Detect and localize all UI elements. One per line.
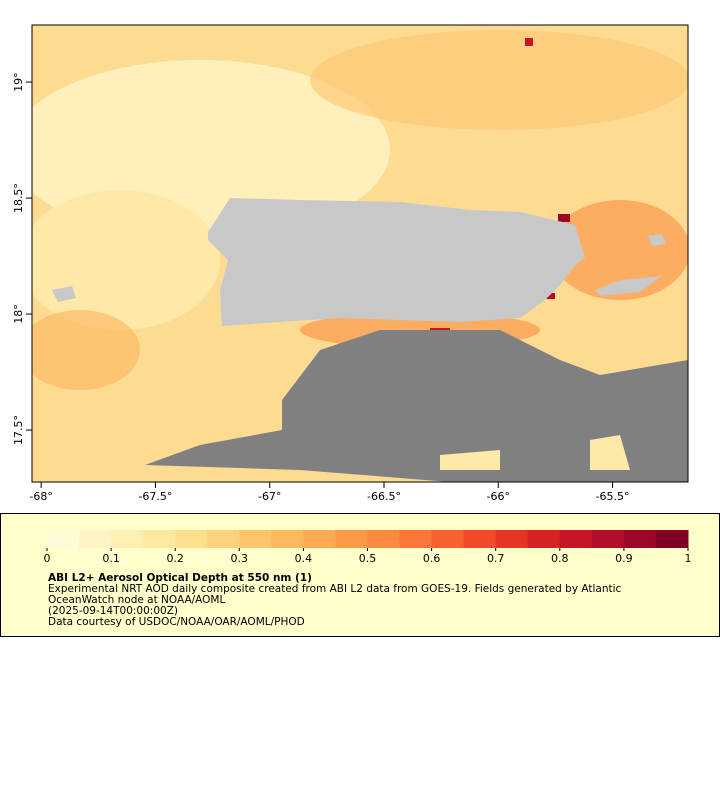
vieques	[595, 276, 662, 296]
legend-lines: Experimental NRT AOD daily composite cre…	[48, 583, 622, 628]
colorbar-tick-label: 0.1	[102, 552, 120, 565]
hotspot	[525, 38, 533, 46]
y-tick-label: 18°	[12, 304, 25, 324]
legend-line: OceanWatch node at NOAA/AOML	[48, 594, 225, 606]
legend-line: Data courtesy of USDOC/NOAA/OAR/AOML/PHO…	[48, 616, 305, 628]
legend-line: (2025-09-14T00:00:00Z)	[48, 605, 178, 617]
colorbar-tick-label: 0.5	[359, 552, 377, 565]
colorbar-segment	[271, 530, 304, 548]
colorbar-segment	[591, 530, 625, 548]
y-tick-label: 19°	[12, 72, 25, 92]
colorbar-tick-label: 1	[685, 552, 692, 565]
colorbar: 0 0.1 0.2 0.3 0.4 0.5 0.6 0.7 0.8 0.9 1	[44, 530, 692, 565]
hotspot	[558, 214, 570, 222]
x-tick-label: -66°	[487, 490, 510, 503]
colorbar-tick-label: 0.2	[166, 552, 184, 565]
colorbar-segment	[79, 530, 112, 548]
colorbar-tick-label: 0.4	[295, 552, 313, 565]
mid-aod-region	[32, 310, 140, 390]
x-tick-label: -67.5°	[138, 490, 172, 503]
colorbar-segment	[463, 530, 497, 548]
x-tick-label: -66.5°	[367, 490, 401, 503]
clear-patch	[590, 435, 630, 470]
x-tick-label: -68°	[29, 490, 52, 503]
colorbar-segment	[111, 530, 144, 548]
colorbar-segment	[399, 530, 433, 548]
colorbar-segment	[559, 530, 593, 548]
mid-aod-region	[310, 30, 688, 130]
y-tick-label: 18.5°	[12, 183, 25, 213]
x-tick-label: -65.5°	[596, 490, 630, 503]
cloud-mask	[145, 330, 688, 482]
puerto-rico	[208, 198, 585, 326]
clear-patch	[440, 450, 500, 470]
colorbar-segment	[303, 530, 336, 548]
map-frame	[31, 24, 689, 483]
colorbar-segment	[239, 530, 272, 548]
legend-line: Experimental NRT AOD daily composite cre…	[48, 583, 622, 595]
colorbar-segment	[335, 530, 368, 548]
colorbar-segment	[143, 530, 176, 548]
colorbar-segment	[495, 530, 529, 548]
colorbar-segment	[623, 530, 657, 548]
colorbar-segment	[175, 530, 208, 548]
colorbar-tick-label: 0.9	[615, 552, 633, 565]
colorbar-tick-label: 0.3	[231, 552, 249, 565]
colorbar-segment	[47, 530, 80, 548]
culebra	[648, 234, 666, 246]
axes: -68° -67.5° -67° -66.5° -66° -65.5° 17.5° 18° 18…	[12, 72, 630, 503]
low-aod-region	[32, 190, 220, 330]
colorbar-segment	[655, 530, 689, 548]
colorbar-tick-label: 0	[44, 552, 51, 565]
colorbar-segment	[207, 530, 240, 548]
colorbar-tick-label: 0.6	[423, 552, 441, 565]
legend-title: ABI L2+ Aerosol Optical Depth at 550 nm …	[48, 572, 312, 584]
map-field	[32, 25, 688, 482]
colorbar-tick-label: 0.7	[487, 552, 505, 565]
colorbar-segment	[431, 530, 465, 548]
x-tick-label: -67°	[258, 490, 281, 503]
colorbar-tick-label: 0.8	[551, 552, 569, 565]
y-tick-label: 17.5°	[12, 415, 25, 445]
mona-island	[52, 286, 76, 302]
colorbar-segment	[527, 530, 561, 548]
colorbar-segment	[367, 530, 401, 548]
hotspot	[545, 293, 555, 299]
high-aod-region	[550, 200, 688, 300]
